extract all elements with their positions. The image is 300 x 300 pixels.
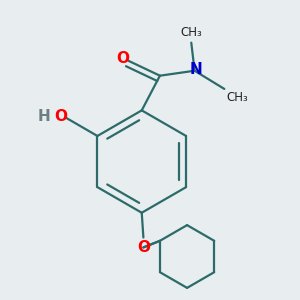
Text: CH₃: CH₃	[226, 91, 248, 103]
Text: CH₃: CH₃	[180, 26, 202, 39]
Text: H: H	[37, 109, 50, 124]
Text: O: O	[116, 51, 129, 66]
Text: O: O	[55, 109, 68, 124]
Text: N: N	[189, 61, 202, 76]
Text: O: O	[137, 240, 150, 255]
